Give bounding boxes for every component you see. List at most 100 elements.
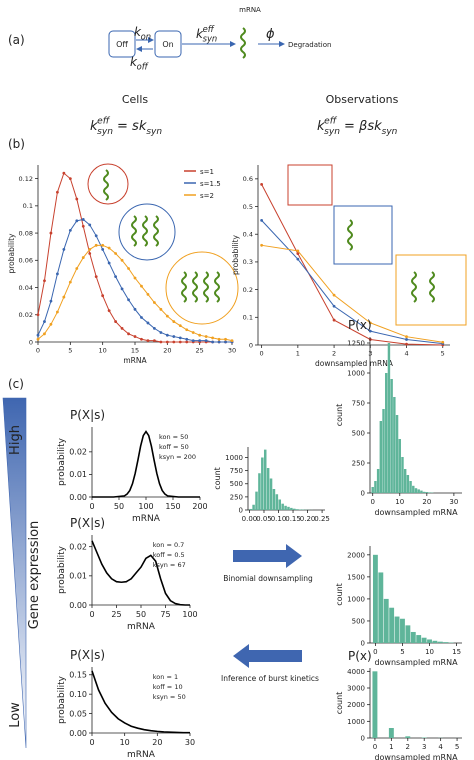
- formula-text: = βsk: [344, 119, 382, 134]
- x-axis-label: mRNA: [132, 514, 161, 524]
- state-diagram: Off On mRNA ϕ Degradation: [108, 6, 331, 59]
- series-line: [92, 430, 200, 498]
- y-axis-label: probability: [7, 233, 16, 274]
- marker: [332, 293, 336, 297]
- y-tick-label: 0.15: [69, 671, 87, 680]
- series-line: [91, 670, 191, 734]
- bar: [275, 494, 279, 510]
- y-tick-label: 0: [361, 639, 365, 647]
- y-tick-label: 0.02: [19, 311, 33, 319]
- x-tick-label: 1: [296, 350, 300, 358]
- bar: [422, 491, 426, 493]
- x-tick-label: 30: [228, 347, 236, 355]
- y-tick-label: 0: [361, 734, 365, 742]
- annotation: koff = 10: [153, 683, 183, 691]
- marker: [68, 280, 72, 284]
- chart: 0.00 0.01 0.02 0 50 100 150 200 P(X|s) mRNA probab…: [57, 408, 208, 524]
- marker: [198, 333, 202, 337]
- bar: [266, 468, 270, 510]
- series-line: [261, 244, 443, 343]
- arrow: [233, 544, 302, 568]
- series-line: [261, 184, 443, 346]
- annotation: koff = 50: [159, 443, 189, 451]
- marker: [405, 335, 408, 339]
- annotation: kon = 50: [159, 433, 188, 441]
- bar: [417, 489, 420, 493]
- marker: [217, 337, 221, 341]
- state-box: [154, 30, 182, 58]
- formula-text: = sk: [117, 119, 147, 134]
- symbol: k: [134, 25, 142, 39]
- marker: [101, 248, 105, 251]
- state-label: On: [162, 40, 173, 49]
- marker: [133, 276, 137, 280]
- x-tick-label: 10: [120, 738, 130, 747]
- bar: [374, 481, 377, 493]
- annotation: kon = 1: [153, 673, 178, 681]
- x-tick-label: 20: [163, 347, 171, 355]
- bar: [371, 487, 374, 493]
- marker: [332, 318, 336, 322]
- x-tick-label: 20: [152, 738, 162, 747]
- marker: [211, 340, 215, 344]
- marker: [107, 261, 111, 265]
- marker: [153, 301, 156, 304]
- x-tick-label: 0: [260, 350, 264, 358]
- marker: [296, 249, 300, 253]
- chart: 0.00 0.05 0.10 0.15 0 10 20 30 P(X|s) mRNA probabi…: [57, 648, 195, 760]
- y-axis-label: probability: [57, 437, 67, 486]
- y-tick-label: 750: [352, 399, 365, 407]
- y-axis-label: count: [213, 467, 222, 490]
- x-tick-label: 5: [68, 347, 72, 355]
- y-tick-label: 3000: [347, 684, 365, 692]
- subscript: syn: [203, 34, 218, 44]
- y-tick-label: 0.1: [243, 314, 253, 322]
- marker: [120, 326, 124, 330]
- bar: [389, 607, 395, 643]
- superscript: eff: [203, 24, 215, 34]
- y-tick-label: 0.5: [243, 203, 253, 211]
- y-tick-label: 1000: [347, 718, 365, 726]
- x-axis-label: downsampled mRNA: [374, 508, 458, 517]
- marker: [75, 219, 79, 223]
- marker: [43, 320, 46, 323]
- marker: [146, 339, 150, 343]
- marker: [120, 258, 124, 262]
- marker: [120, 287, 124, 291]
- x-tick-label: 25: [111, 610, 121, 619]
- x-tick-label: 15: [131, 347, 139, 355]
- chart-title: P(x): [348, 649, 372, 663]
- subscript: syn: [382, 127, 398, 137]
- y-tick-label: 250: [352, 459, 365, 467]
- chart-title: P(x): [348, 318, 372, 332]
- bar: [388, 728, 394, 738]
- annotation: kon = 0.7: [153, 541, 185, 549]
- bar: [290, 507, 293, 510]
- marker: [36, 313, 40, 317]
- subscript: syn: [146, 127, 162, 137]
- chart-title: P(X|s): [70, 408, 105, 422]
- marker: [140, 337, 143, 341]
- y-tick-label: 500: [230, 480, 243, 488]
- bar: [372, 554, 378, 643]
- y-tick-label: 0.02: [69, 448, 87, 457]
- marker: [114, 320, 117, 323]
- y-tick-label: 0.05: [69, 709, 87, 718]
- y-tick-label: 0: [361, 489, 365, 497]
- panel-label: (a): [8, 33, 25, 47]
- marker: [191, 331, 195, 334]
- x-tick-label: 100: [182, 610, 197, 619]
- marker: [224, 337, 227, 341]
- bar: [261, 457, 264, 510]
- x-tick-label: 75: [160, 610, 170, 619]
- marker: [88, 252, 92, 255]
- expression-gradient: [2, 397, 27, 749]
- marker: [127, 332, 130, 336]
- bar: [427, 639, 432, 643]
- bar: [390, 379, 393, 493]
- bar: [401, 457, 404, 493]
- marker: [101, 243, 105, 247]
- marker: [49, 322, 53, 326]
- bar: [393, 397, 396, 493]
